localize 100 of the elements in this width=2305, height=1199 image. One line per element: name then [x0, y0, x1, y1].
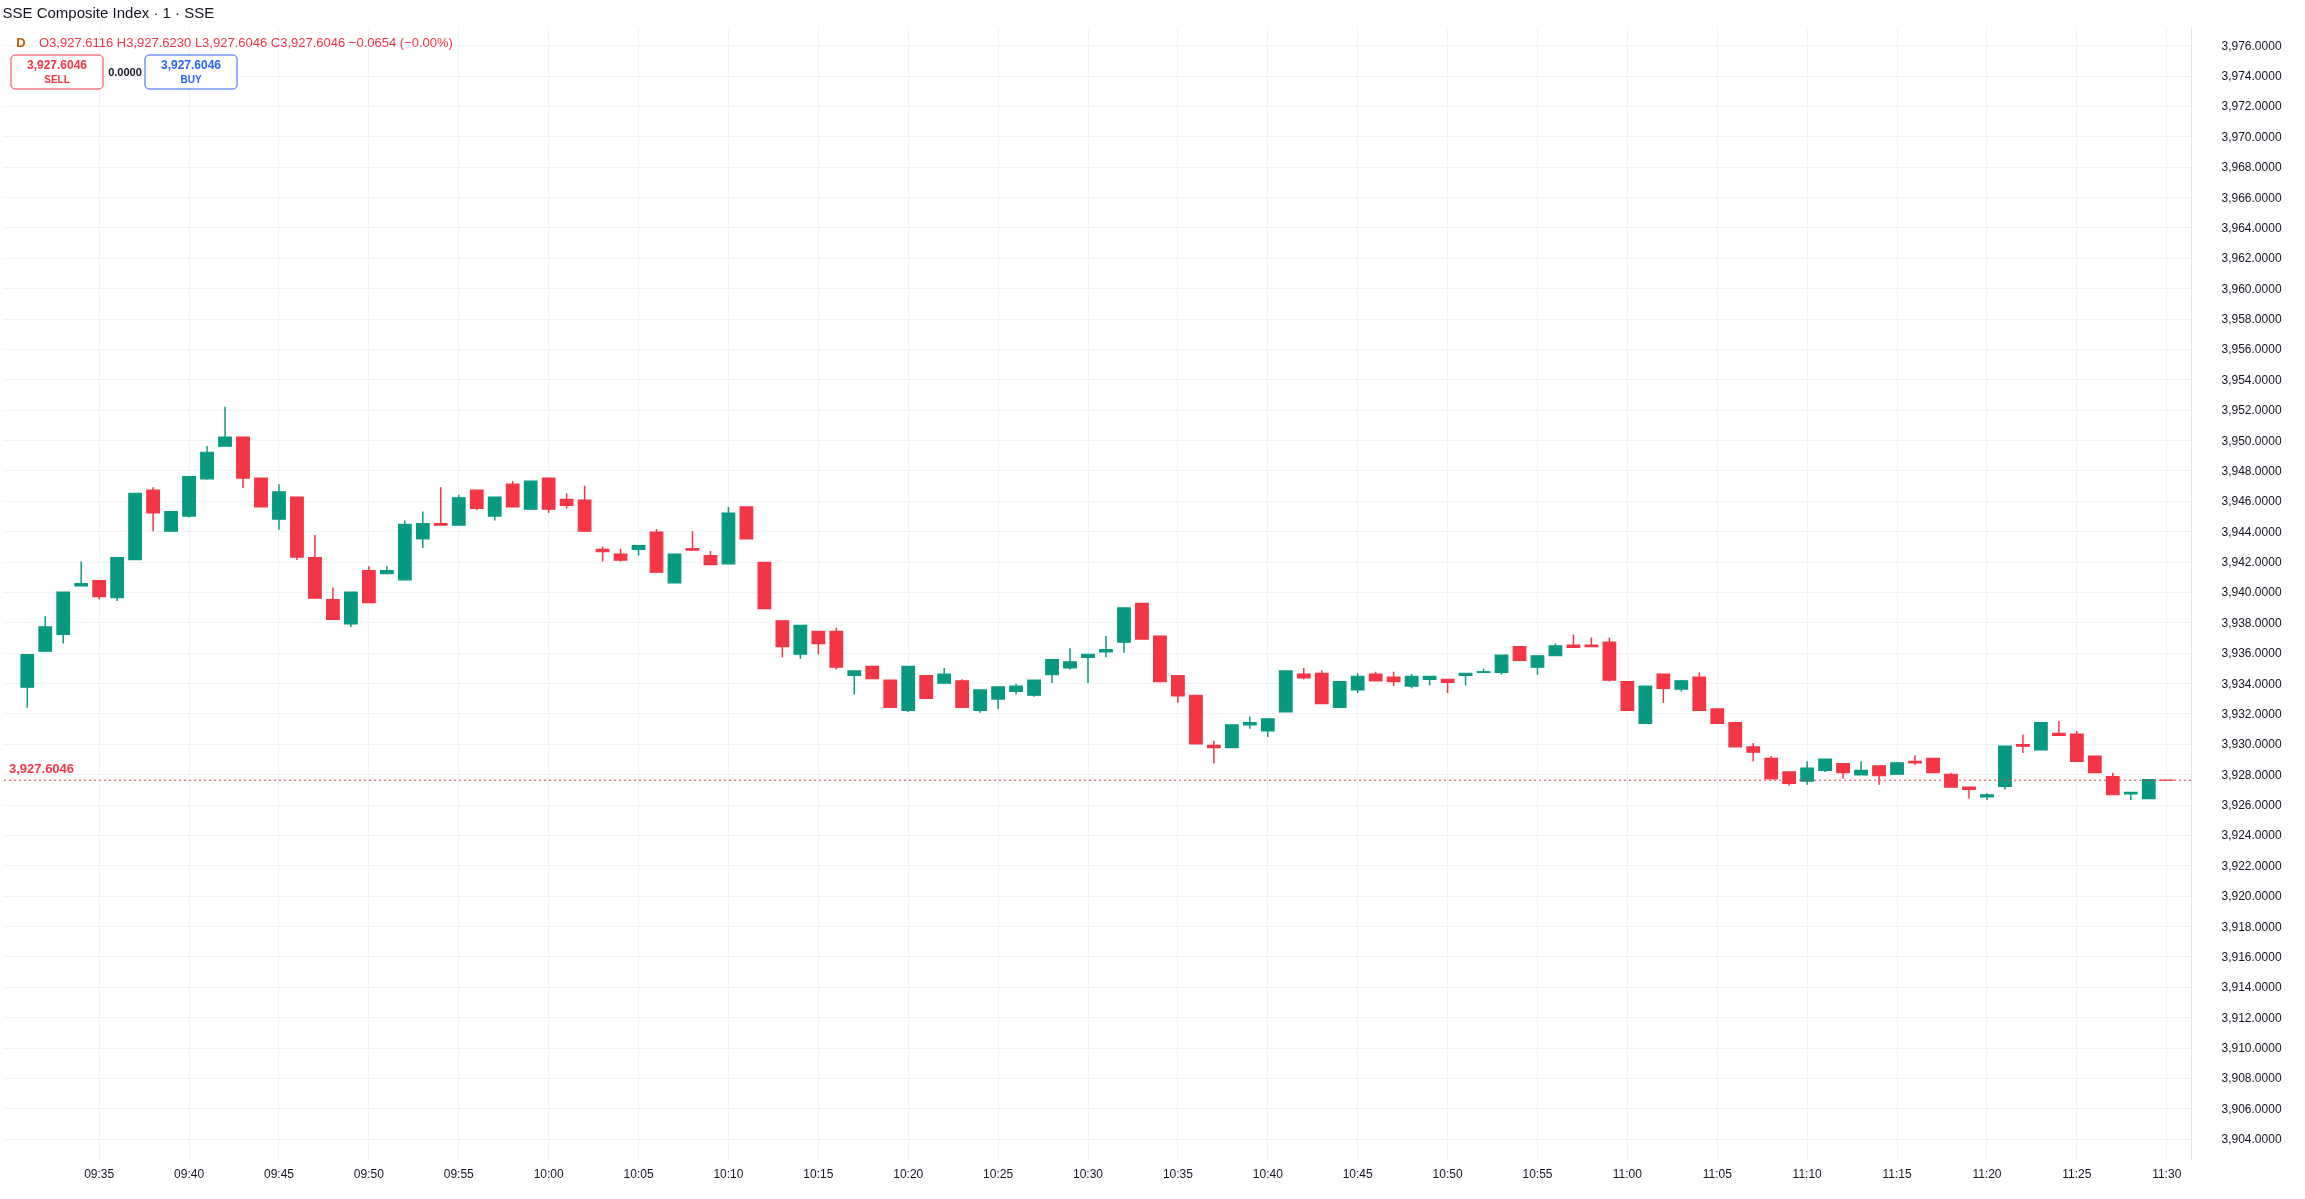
- candlestick: [2123, 791, 2138, 801]
- y-tick-label: 3,974.0000: [2221, 69, 2282, 84]
- y-tick-label: 3,944.0000: [2221, 524, 2282, 539]
- x-tick-label: 10:20: [893, 1166, 924, 1181]
- y-tick-label: 3,908.0000: [2221, 1071, 2282, 1086]
- y-tick-label: 3,934.0000: [2221, 676, 2282, 691]
- candlestick: [919, 674, 934, 699]
- ref-line-label: 3,927.6046: [9, 761, 75, 777]
- y-tick-label: 3,912.0000: [2221, 1010, 2282, 1025]
- y-tick-label: 3,906.0000: [2221, 1101, 2282, 1116]
- x-tick-label: 11:10: [1792, 1166, 1823, 1181]
- x-tick-label: 11:20: [1972, 1166, 2002, 1181]
- x-tick-label: 10:10: [713, 1166, 744, 1181]
- candlestick: [1045, 658, 1059, 684]
- x-tick-label: 11:30: [2152, 1166, 2182, 1181]
- candlestick: [326, 586, 340, 621]
- y-tick-label: 3,960.0000: [2221, 281, 2282, 296]
- y-tick-label: 3,966.0000: [2221, 190, 2282, 205]
- x-tick-label: 09:50: [353, 1166, 385, 1181]
- y-tick-label: 3,942.0000: [2221, 555, 2282, 570]
- y-tick-label: 3,930.0000: [2221, 737, 2282, 752]
- annotation: D: [16, 35, 26, 50]
- x-tick-label: 10:05: [623, 1166, 654, 1181]
- annotation: SELL: [44, 74, 70, 85]
- candlestick: [164, 510, 178, 532]
- y-tick-label: 3,976.0000: [2221, 38, 2282, 53]
- y-tick-label: 3,938.0000: [2221, 615, 2282, 630]
- candlestick: [1800, 760, 1815, 786]
- y-tick-label: 3,950.0000: [2221, 433, 2282, 448]
- y-tick-label: 3,940.0000: [2221, 585, 2282, 600]
- x-tick-label: 10:40: [1252, 1166, 1284, 1181]
- y-tick-label: 3,956.0000: [2221, 342, 2282, 357]
- x-tick-label: 10:15: [803, 1166, 834, 1181]
- y-tick-label: 3,968.0000: [2221, 160, 2282, 175]
- candlestick: [973, 689, 988, 714]
- annotation: BUY: [180, 74, 202, 85]
- x-tick-label: 09:45: [263, 1166, 295, 1181]
- x-tick-label: 09:35: [84, 1166, 115, 1181]
- y-tick-label: 3,946.0000: [2221, 494, 2282, 509]
- x-tick-label: 10:00: [533, 1166, 564, 1181]
- candlestick: [469, 489, 484, 511]
- y-tick-label: 3,952.0000: [2221, 403, 2282, 418]
- annotation: 3,927.6046: [160, 58, 222, 72]
- y-tick-label: 3,964.0000: [2221, 220, 2282, 235]
- y-tick-label: 3,916.0000: [2221, 949, 2282, 964]
- annotation: O3,927.6116 H3,927.6230 L3,927.6046 C3,927.6046 −0.0654 (−0.00%): [39, 35, 453, 50]
- y-tick-label: 3,904.0000: [2221, 1132, 2282, 1147]
- y-tick-label: 3,962.0000: [2221, 251, 2282, 266]
- y-tick-label: 3,954.0000: [2221, 372, 2282, 387]
- x-tick-label: 10:55: [1522, 1166, 1553, 1181]
- candlestick: [847, 670, 862, 696]
- candlestick: [505, 480, 520, 508]
- x-tick-label: 10:30: [1073, 1166, 1104, 1181]
- candlestick: [685, 530, 700, 551]
- y-tick-label: 3,948.0000: [2221, 463, 2282, 478]
- candlestick: [146, 486, 161, 532]
- candlestick: [811, 630, 826, 655]
- annotation: 0.0000: [108, 66, 142, 78]
- candlestick: [2016, 734, 2030, 754]
- y-tick-label: 3,970.0000: [2221, 129, 2282, 144]
- candlestick: [1530, 655, 1545, 676]
- y-tick-label: 3,972.0000: [2221, 99, 2282, 114]
- y-tick-label: 3,922.0000: [2221, 858, 2282, 873]
- x-tick-label: 10:45: [1342, 1166, 1374, 1181]
- x-tick-label: 11:15: [1882, 1166, 1912, 1181]
- candlestick: [991, 686, 1006, 710]
- candlestick: [1081, 653, 1095, 684]
- x-tick-label: 09:40: [174, 1166, 205, 1181]
- candlestick: [1224, 724, 1239, 749]
- candlestick: [1171, 674, 1185, 704]
- candlestick: [1656, 673, 1671, 704]
- x-tick-label: 11:25: [2062, 1166, 2092, 1181]
- y-tick-label: 3,918.0000: [2221, 919, 2282, 934]
- candlestick: [218, 405, 232, 447]
- candlestick: [487, 496, 502, 522]
- candlestick: [433, 486, 448, 526]
- candlestick: [92, 579, 107, 601]
- x-tick-label: 09:55: [443, 1166, 475, 1181]
- y-tick-label: 3,936.0000: [2221, 646, 2282, 661]
- y-tick-label: 3,914.0000: [2221, 980, 2282, 995]
- candlestick: [1746, 742, 1761, 763]
- candlestick: [2141, 778, 2156, 800]
- x-tick-label: 10:50: [1432, 1166, 1463, 1181]
- y-tick-label: 3,932.0000: [2221, 706, 2282, 721]
- chart-title: SSE Composite Index · 1 · SSE: [2, 4, 215, 21]
- y-tick-label: 3,924.0000: [2221, 828, 2282, 843]
- y-tick-label: 3,926.0000: [2221, 798, 2282, 813]
- y-tick-label: 3,910.0000: [2221, 1041, 2282, 1056]
- candlestick: [1494, 654, 1509, 676]
- annotation: 3,927.6046: [26, 58, 88, 72]
- x-tick-label: 11:00: [1612, 1166, 1643, 1181]
- y-tick-label: 3,958.0000: [2221, 312, 2282, 327]
- x-tick-label: 11:05: [1702, 1166, 1733, 1181]
- y-tick-label: 3,928.0000: [2221, 767, 2282, 782]
- candlestick: [74, 560, 89, 587]
- candlestick: [1260, 718, 1275, 738]
- x-tick-label: 10:35: [1162, 1166, 1194, 1181]
- candlestick: [1099, 635, 1113, 659]
- candlestick: [1962, 786, 1976, 800]
- y-tick-label: 3,920.0000: [2221, 889, 2282, 904]
